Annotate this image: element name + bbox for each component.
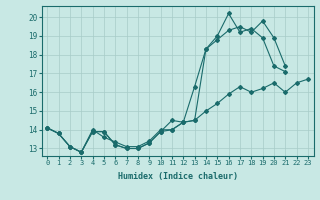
X-axis label: Humidex (Indice chaleur): Humidex (Indice chaleur)	[118, 172, 237, 181]
